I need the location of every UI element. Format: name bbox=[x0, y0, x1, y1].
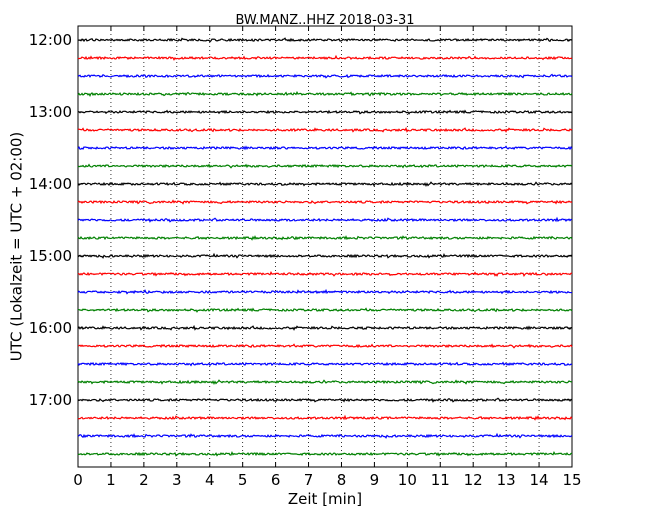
chart-title: BW.MANZ..HHZ 2018-03-31 bbox=[235, 13, 414, 28]
x-tick-label-12: 12 bbox=[464, 471, 483, 489]
trace-1500 bbox=[77, 252, 573, 259]
trace-1530 bbox=[77, 288, 573, 295]
plot-frame bbox=[77, 25, 573, 468]
trace-1230 bbox=[77, 73, 573, 79]
y-tick-label-1700: 17:00 bbox=[29, 391, 72, 409]
trace-1645 bbox=[77, 379, 573, 386]
trace-1615 bbox=[78, 343, 573, 349]
y-tick-label-1400: 14:00 bbox=[29, 175, 72, 193]
y-tick-label-1500: 15:00 bbox=[29, 247, 72, 265]
trace-1400 bbox=[77, 181, 573, 188]
trace-1730 bbox=[77, 432, 573, 439]
x-tick-label-15: 15 bbox=[562, 471, 581, 489]
trace-1415 bbox=[77, 199, 573, 205]
grid-lines bbox=[110, 26, 540, 467]
trace-1315 bbox=[77, 126, 573, 133]
trace-1215 bbox=[77, 54, 573, 61]
y-tick-label-1300: 13:00 bbox=[29, 103, 72, 121]
trace-1700 bbox=[77, 397, 573, 403]
trace-1545 bbox=[77, 307, 573, 313]
trace-1630 bbox=[77, 361, 573, 367]
y-tick-label-1600: 16:00 bbox=[29, 319, 72, 337]
x-tick-label-9: 9 bbox=[370, 471, 380, 489]
trace-1445 bbox=[77, 235, 573, 241]
y-tick-label-1200: 12:00 bbox=[29, 31, 72, 49]
y-axis-ticks: 12:00 13:00 14:00 15:00 16:00 17:00 bbox=[29, 31, 572, 409]
x-tick-label-7: 7 bbox=[304, 471, 314, 489]
trace-1600 bbox=[77, 324, 573, 331]
trace-1330 bbox=[77, 145, 573, 151]
x-tick-label-0: 0 bbox=[73, 471, 83, 489]
seismic-traces bbox=[77, 37, 573, 457]
x-tick-label-5: 5 bbox=[238, 471, 248, 489]
x-tick-label-1: 1 bbox=[106, 471, 116, 489]
x-tick-label-11: 11 bbox=[431, 471, 450, 489]
x-tick-label-2: 2 bbox=[139, 471, 149, 489]
trace-1745 bbox=[77, 451, 573, 457]
x-tick-label-3: 3 bbox=[172, 471, 182, 489]
trace-1245 bbox=[77, 90, 573, 97]
trace-1515 bbox=[77, 271, 573, 277]
trace-1345 bbox=[77, 163, 573, 169]
x-tick-label-10: 10 bbox=[398, 471, 417, 489]
x-tick-label-4: 4 bbox=[205, 471, 215, 489]
trace-1300 bbox=[77, 109, 573, 115]
x-tick-label-13: 13 bbox=[497, 471, 516, 489]
trace-1200 bbox=[77, 37, 573, 43]
x-axis-label: Zeit [min] bbox=[288, 490, 362, 508]
x-tick-label-6: 6 bbox=[271, 471, 281, 489]
x-axis-ticks: 0 1 2 3 4 5 6 7 8 9 10 11 12 13 14 15 bbox=[73, 26, 582, 489]
x-tick-label-8: 8 bbox=[337, 471, 347, 489]
trace-1430 bbox=[77, 216, 573, 223]
y-axis-label: UTC (Lokalzeit = UTC + 02:00) bbox=[8, 132, 26, 362]
trace-1715 bbox=[77, 414, 573, 421]
x-tick-label-14: 14 bbox=[530, 471, 549, 489]
